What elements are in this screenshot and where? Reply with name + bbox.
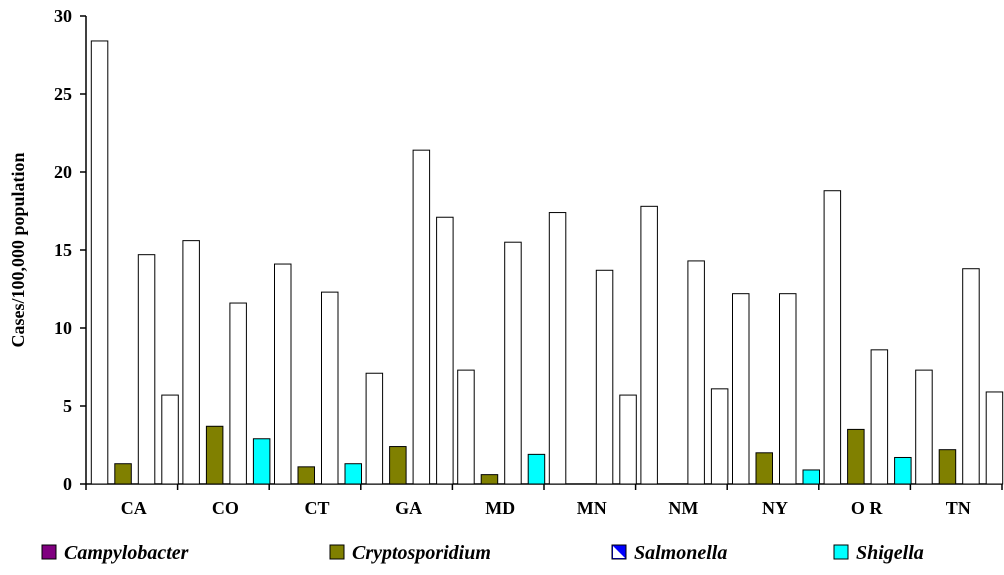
x-tick-label: NY — [762, 498, 788, 518]
y-tick-label: 5 — [63, 396, 72, 416]
y-tick-label: 0 — [63, 474, 72, 494]
legend-swatch-accent — [613, 546, 625, 558]
legend-swatch — [833, 544, 849, 560]
x-tick-label: CO — [212, 498, 239, 518]
y-tick-label: 25 — [54, 84, 72, 104]
x-tick-label: O R — [851, 498, 884, 518]
y-axis-title: Cases/100,000 population — [8, 152, 28, 347]
bar-shigella-co — [252, 438, 271, 485]
legend-item-campylobacter: Campylobacter — [41, 542, 189, 564]
bar-shigella-ny — [802, 469, 820, 485]
legend-swatch — [41, 544, 57, 560]
bar-salmonella-mn — [595, 269, 614, 485]
bar-shigella-or — [894, 456, 912, 485]
x-tick-label: GA — [395, 498, 422, 518]
bar-campylobacter-tn — [915, 369, 933, 485]
bar-cryptosporidium-tn — [938, 449, 957, 485]
x-tick-label: MN — [577, 498, 607, 518]
legend-item-salmonella: Salmonella — [611, 542, 727, 564]
legend-label: Campylobacter — [64, 542, 189, 564]
bar-salmonella-tn — [962, 268, 980, 485]
x-tick-label: CT — [304, 498, 329, 518]
bar-cryptosporidium-ca — [114, 463, 132, 485]
bar-salmonella-or — [870, 349, 889, 485]
y-tick-label: 10 — [54, 318, 72, 338]
bar-salmonella-md — [504, 241, 522, 485]
bar-cryptosporidium-ny — [755, 452, 773, 485]
bar-salmonella-nm — [687, 260, 705, 485]
legend-label: Salmonella — [634, 542, 727, 564]
x-tick-label: MD — [485, 498, 515, 518]
legend-item-cryptosporidium: Cryptosporidium — [329, 542, 491, 564]
bar-campylobacter-nm — [640, 205, 658, 485]
y-tick-label: 15 — [54, 240, 72, 260]
y-tick-label: 30 — [54, 6, 72, 26]
bar-campylobacter-ny — [732, 293, 750, 485]
x-tick-label: NM — [668, 498, 698, 518]
bar-salmonella-ca — [137, 254, 156, 485]
bar-campylobacter-mn — [548, 212, 567, 485]
bar-salmonella-ga — [412, 149, 431, 485]
legend-item-shigella: Shigella — [833, 542, 924, 564]
bar-shigella-ct — [344, 463, 362, 485]
legend-swatch — [329, 544, 345, 560]
bar-shigella-nm — [710, 388, 729, 485]
bar-cryptosporidium-md — [480, 474, 499, 485]
bar-campylobacter-ct — [274, 263, 292, 485]
legend-label: Shigella — [856, 542, 924, 564]
x-tick-label: TN — [946, 498, 971, 518]
bar-salmonella-co — [229, 302, 247, 485]
bar-cryptosporidium-ga — [389, 446, 407, 485]
bar-salmonella-ny — [779, 293, 797, 485]
bar-campylobacter-ca — [90, 40, 109, 485]
legend-label: Cryptosporidium — [352, 542, 491, 564]
bar-campylobacter-md — [457, 369, 475, 485]
bar-campylobacter-or — [823, 190, 842, 485]
bar-shigella-mn — [619, 394, 637, 485]
bar-cryptosporidium-co — [205, 425, 224, 485]
bar-campylobacter-co — [182, 240, 200, 485]
bar-salmonella-ct — [321, 291, 339, 485]
bar-shigella-ga — [436, 216, 454, 485]
bar-cryptosporidium-or — [847, 428, 865, 485]
bar-campylobacter-ga — [365, 372, 384, 485]
bar-cryptosporidium-ct — [297, 466, 315, 485]
x-tick-label: CA — [121, 498, 147, 518]
bar-shigella-tn — [985, 391, 1004, 485]
bar-shigella-ca — [161, 394, 179, 485]
y-tick-label: 20 — [54, 162, 72, 182]
bar-shigella-md — [527, 453, 546, 485]
